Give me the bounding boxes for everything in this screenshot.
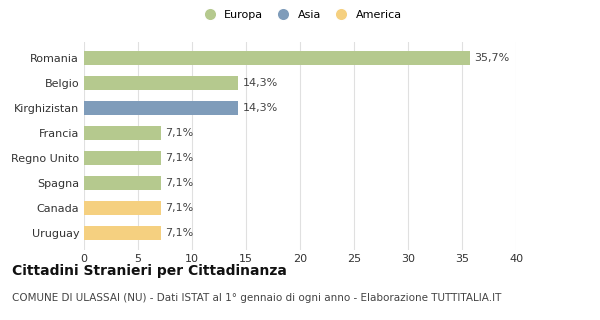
Text: 7,1%: 7,1% (165, 203, 193, 213)
Bar (84, 201, 161, 215)
Legend: Europa, Asia, America: Europa, Asia, America (194, 5, 406, 24)
Bar (84, 101, 238, 115)
Bar (84, 226, 161, 240)
Text: 35,7%: 35,7% (474, 53, 509, 63)
Text: COMUNE DI ULASSAI (NU) - Dati ISTAT al 1° gennaio di ogni anno - Elaborazione TU: COMUNE DI ULASSAI (NU) - Dati ISTAT al 1… (12, 293, 502, 303)
Text: Cittadini Stranieri per Cittadinanza: Cittadini Stranieri per Cittadinanza (12, 264, 287, 278)
Text: 7,1%: 7,1% (165, 128, 193, 138)
Text: 14,3%: 14,3% (243, 78, 278, 88)
Bar (84, 76, 238, 90)
Text: 7,1%: 7,1% (165, 228, 193, 238)
Bar (84, 126, 161, 140)
Text: 14,3%: 14,3% (243, 103, 278, 113)
Text: 7,1%: 7,1% (165, 178, 193, 188)
Text: 7,1%: 7,1% (165, 153, 193, 163)
Bar (84, 176, 161, 190)
Bar (84, 51, 470, 65)
Bar (84, 151, 161, 165)
